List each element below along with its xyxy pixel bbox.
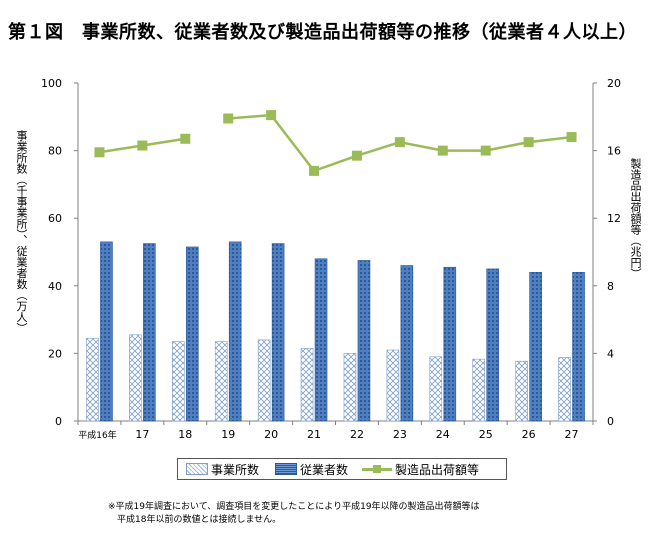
point-shipments xyxy=(137,140,148,151)
footnote-line-2: 平成18年以前の数値とは接続しません。 xyxy=(108,515,282,525)
x-tick-label: 22 xyxy=(350,428,364,441)
x-tick-label: 19 xyxy=(221,428,235,441)
left-tick-label: 20 xyxy=(48,347,62,360)
x-tick-label: 17 xyxy=(135,428,149,441)
x-tick-label: 平成16年 xyxy=(78,429,116,441)
right-tick-label: 12 xyxy=(607,212,621,225)
bar-establishments xyxy=(343,353,357,422)
bar-establishments xyxy=(129,334,142,422)
bar-establishments xyxy=(257,339,271,422)
point-shipments xyxy=(437,145,448,156)
bar-employees xyxy=(143,243,156,422)
left-tick-label: 60 xyxy=(48,212,62,225)
footnote-line-1: ※平成19年調査において、調査項目を変更したことにより平成19年以降の製造品出荷… xyxy=(108,502,480,512)
bar-establishments xyxy=(86,337,99,422)
point-shipments xyxy=(180,133,191,144)
x-tick-label: 20 xyxy=(264,428,278,441)
bar-employees xyxy=(529,271,542,422)
x-tick-label: 24 xyxy=(436,428,450,441)
legend-item-shipments: 製造品出荷額等 xyxy=(362,461,479,478)
right-axis-title: 製造品出荷額等（兆円） xyxy=(629,158,642,279)
point-shipments xyxy=(566,132,577,143)
legend-label-establishments: 事業所数 xyxy=(211,462,260,477)
bar-employees xyxy=(572,271,585,422)
x-tick-label: 21 xyxy=(307,428,321,441)
x-tick-label: 26 xyxy=(522,428,536,441)
bar-establishments xyxy=(386,349,400,422)
bar-establishments xyxy=(214,341,228,422)
bar-employees xyxy=(400,265,414,422)
legend-label-shipments: 製造品出荷額等 xyxy=(395,462,480,477)
legend-swatch-shipments xyxy=(362,463,393,475)
footnote: ※平成19年調査において、調査項目を変更したことにより平成19年以降の製造品出荷… xyxy=(108,501,480,527)
bar-employees xyxy=(443,266,457,422)
point-shipments xyxy=(351,150,362,161)
bar-employees xyxy=(100,241,113,422)
bar-employees xyxy=(486,268,500,422)
bar-establishments xyxy=(429,356,443,422)
bar-employees xyxy=(185,246,199,422)
right-tick-label: 4 xyxy=(607,347,614,360)
left-tick-label: 80 xyxy=(48,145,62,158)
legend-swatch-establishments xyxy=(186,463,208,475)
bar-establishments xyxy=(558,357,571,422)
point-shipments xyxy=(266,110,277,121)
point-shipments xyxy=(394,137,405,148)
x-tick-label: 18 xyxy=(178,428,192,441)
left-tick-label: 0 xyxy=(55,415,62,428)
point-shipments xyxy=(94,147,105,158)
point-shipments xyxy=(223,113,234,124)
right-tick-label: 0 xyxy=(607,415,614,428)
legend-label-employees: 従業者数 xyxy=(300,462,349,477)
chart-legend: 事業所数 従業者数 製造品出荷額等 xyxy=(177,458,507,480)
bar-establishments xyxy=(515,360,528,422)
right-tick-label: 16 xyxy=(607,145,621,158)
chart-title: 第１図 事業所数、従業者数及び製造品出荷額等の推移（従業者４人以上） xyxy=(8,22,637,43)
bar-employees xyxy=(228,241,242,422)
x-tick-label: 27 xyxy=(565,428,579,441)
bar-employees xyxy=(271,243,285,422)
legend-swatch-employees xyxy=(275,463,298,475)
point-shipments xyxy=(309,165,320,176)
point-shipments xyxy=(523,137,534,148)
bar-establishments xyxy=(472,358,486,422)
bar-employees xyxy=(314,258,328,422)
legend-item-establishments: 事業所数 xyxy=(186,461,259,478)
right-tick-label: 20 xyxy=(607,77,621,90)
legend-item-employees: 従業者数 xyxy=(275,461,348,478)
x-tick-label: 23 xyxy=(393,428,407,441)
left-tick-label: 100 xyxy=(41,77,62,90)
bar-employees xyxy=(357,260,371,422)
x-tick-label: 25 xyxy=(479,428,493,441)
bar-establishments xyxy=(300,348,314,422)
right-tick-label: 8 xyxy=(607,280,614,293)
left-axis-title: 事業所数（千事業所）、従業者数（万人） xyxy=(15,130,28,334)
point-shipments xyxy=(480,145,491,156)
bar-establishments xyxy=(171,341,185,422)
left-tick-label: 40 xyxy=(48,280,62,293)
